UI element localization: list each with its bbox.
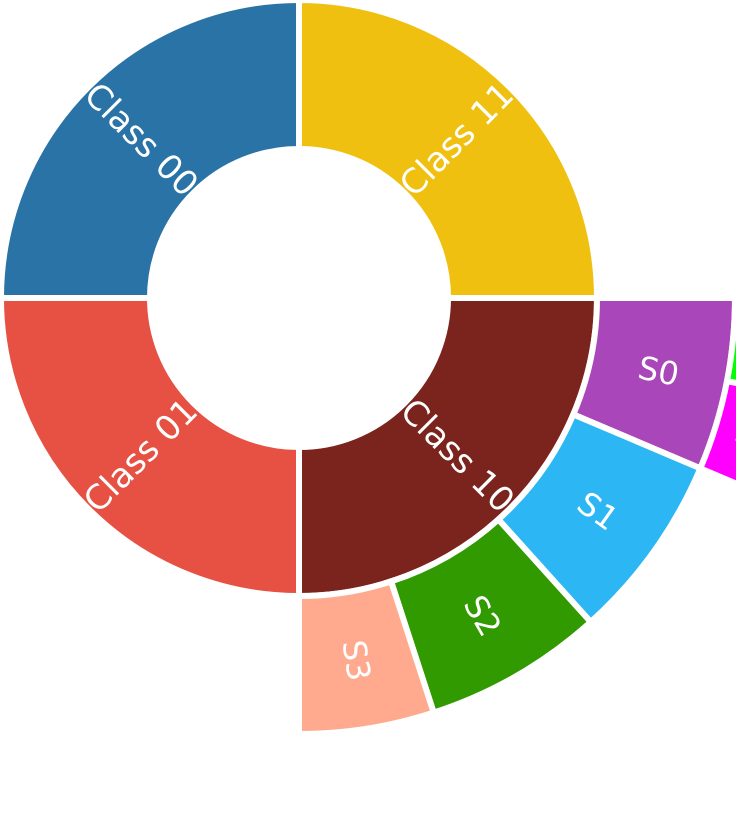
- chart-segments: [0, 0, 736, 738]
- label-level2-s3: S3: [334, 637, 378, 683]
- segment-level1-class-11: [296, 0, 601, 301]
- segment-level1-class-00: [0, 0, 302, 301]
- segment-level2-s3: [296, 577, 438, 738]
- segment-level3-s0: [723, 295, 736, 386]
- segment-level3-s1: [696, 377, 736, 487]
- label-level3-s1: S1: [731, 415, 736, 460]
- label-level2-s0: S0: [635, 348, 682, 393]
- segment-level1-class-01: [0, 295, 302, 600]
